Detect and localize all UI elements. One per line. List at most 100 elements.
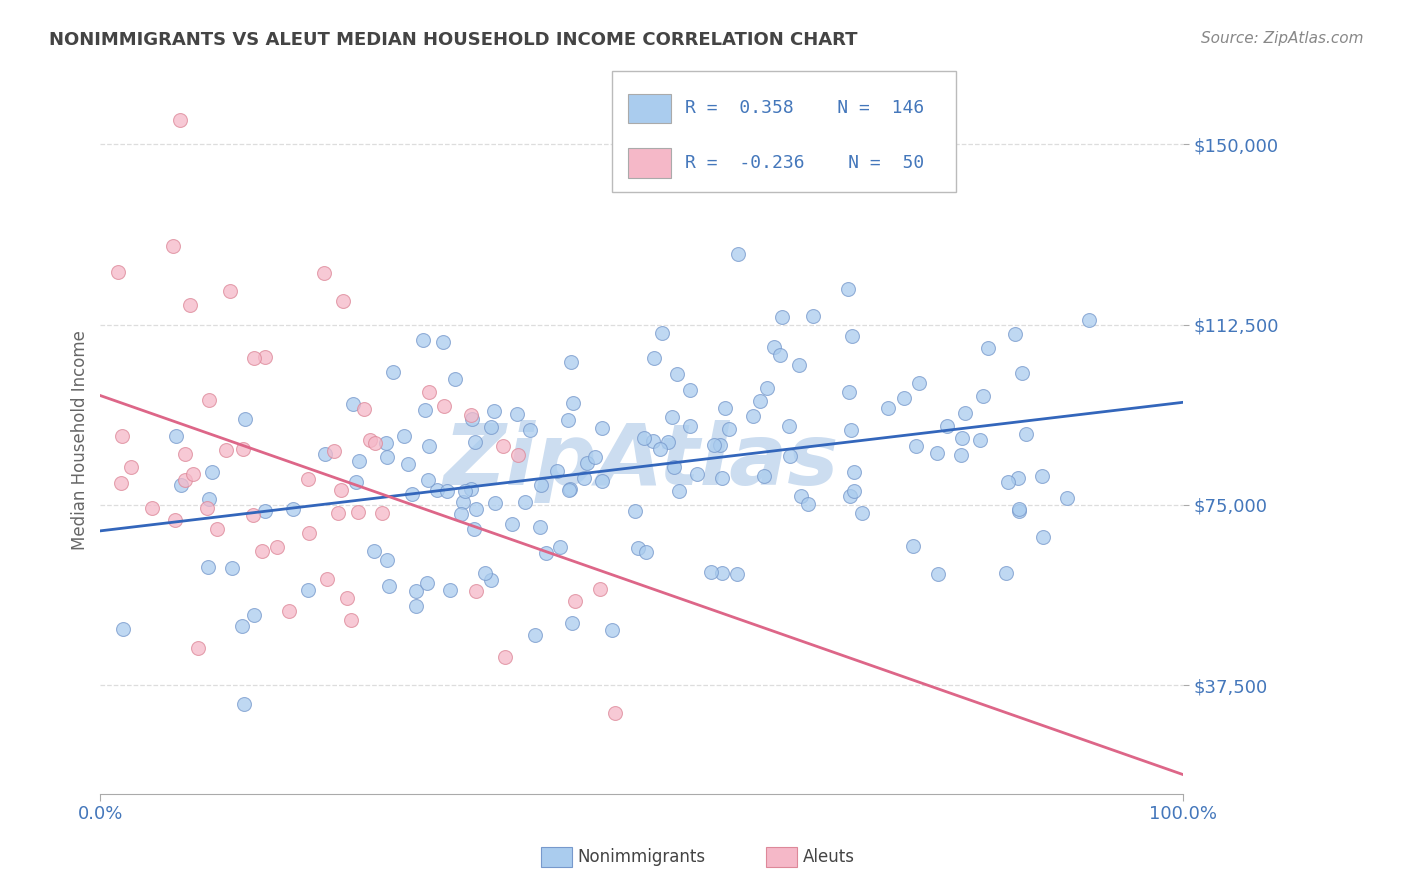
Point <box>187 641 209 656</box>
Point <box>787 359 810 373</box>
Point <box>335 591 357 605</box>
Point <box>953 406 976 420</box>
Point <box>330 483 353 497</box>
Text: Source: ZipAtlas.com: Source: ZipAtlas.com <box>1201 31 1364 46</box>
Point <box>506 407 529 421</box>
Point <box>508 448 530 462</box>
Point <box>524 627 547 641</box>
Point <box>231 618 253 632</box>
Text: Nonimmigrants: Nonimmigrants <box>578 848 706 866</box>
Point <box>1014 426 1036 441</box>
Point <box>839 423 862 437</box>
Point <box>801 309 824 323</box>
Point <box>465 584 488 599</box>
Point <box>344 475 367 489</box>
Point <box>703 438 725 452</box>
Point <box>232 442 254 457</box>
Point <box>107 265 129 279</box>
Point <box>976 341 998 355</box>
Point <box>162 239 184 253</box>
Point <box>513 494 536 508</box>
Text: R =  -0.236    N =  50: R = -0.236 N = 50 <box>685 153 924 171</box>
Point <box>198 491 221 506</box>
Point <box>250 543 273 558</box>
Point <box>678 418 700 433</box>
Text: NONIMMIGRANTS VS ALEUT MEDIAN HOUSEHOLD INCOME CORRELATION CHART: NONIMMIGRANTS VS ALEUT MEDIAN HOUSEHOLD … <box>49 31 858 49</box>
Point <box>727 246 749 260</box>
Point <box>842 465 865 479</box>
Point <box>413 403 436 417</box>
Point <box>546 464 568 478</box>
Point <box>742 409 765 424</box>
Point <box>1077 312 1099 326</box>
Point <box>700 566 723 580</box>
Point <box>170 477 193 491</box>
Point <box>634 545 657 559</box>
Y-axis label: Median Household Income: Median Household Income <box>72 330 89 550</box>
Point <box>460 409 482 423</box>
Point <box>558 483 581 497</box>
Point <box>378 579 401 593</box>
Point <box>463 522 485 536</box>
Point <box>297 582 319 597</box>
Point <box>375 450 398 464</box>
Point <box>181 467 204 481</box>
Point <box>997 475 1019 490</box>
Point <box>893 391 915 405</box>
Point <box>197 560 219 574</box>
Point <box>374 436 396 450</box>
Point <box>557 413 579 427</box>
Point <box>439 583 461 598</box>
Point <box>1007 470 1029 484</box>
Point <box>444 372 467 386</box>
Point <box>665 367 688 381</box>
Point <box>242 508 264 523</box>
Point <box>936 418 959 433</box>
Point <box>297 472 319 486</box>
Point <box>558 483 581 498</box>
Point <box>359 433 381 447</box>
Point <box>668 483 690 498</box>
Point <box>994 566 1017 580</box>
Point <box>842 483 865 498</box>
Point <box>851 506 873 520</box>
Point <box>375 553 398 567</box>
Point <box>120 460 142 475</box>
Point <box>432 334 454 349</box>
Point <box>412 333 434 347</box>
Point <box>762 340 785 354</box>
Point <box>382 365 405 379</box>
Point <box>110 476 132 491</box>
Point <box>839 489 862 503</box>
Point <box>426 483 449 497</box>
Point <box>453 495 475 509</box>
Point <box>233 697 256 711</box>
Point <box>591 474 613 488</box>
Point <box>221 561 243 575</box>
Point <box>589 582 612 596</box>
Point <box>281 502 304 516</box>
Point <box>461 412 484 426</box>
Point <box>433 399 456 413</box>
Point <box>837 282 859 296</box>
Point <box>972 389 994 403</box>
Point <box>572 471 595 485</box>
Point <box>339 613 361 627</box>
Point <box>1056 491 1078 506</box>
Point <box>903 539 925 553</box>
Text: Aleuts: Aleuts <box>803 848 855 866</box>
Point <box>711 471 734 485</box>
Point <box>405 584 427 599</box>
Point <box>174 447 197 461</box>
Point <box>195 501 218 516</box>
Point <box>770 310 793 325</box>
Point <box>198 392 221 407</box>
Point <box>709 438 731 452</box>
Point <box>141 500 163 515</box>
Point <box>482 404 505 418</box>
Point <box>200 466 222 480</box>
Point <box>418 439 440 453</box>
Point <box>169 113 191 128</box>
Point <box>298 526 321 541</box>
Point <box>529 519 551 533</box>
